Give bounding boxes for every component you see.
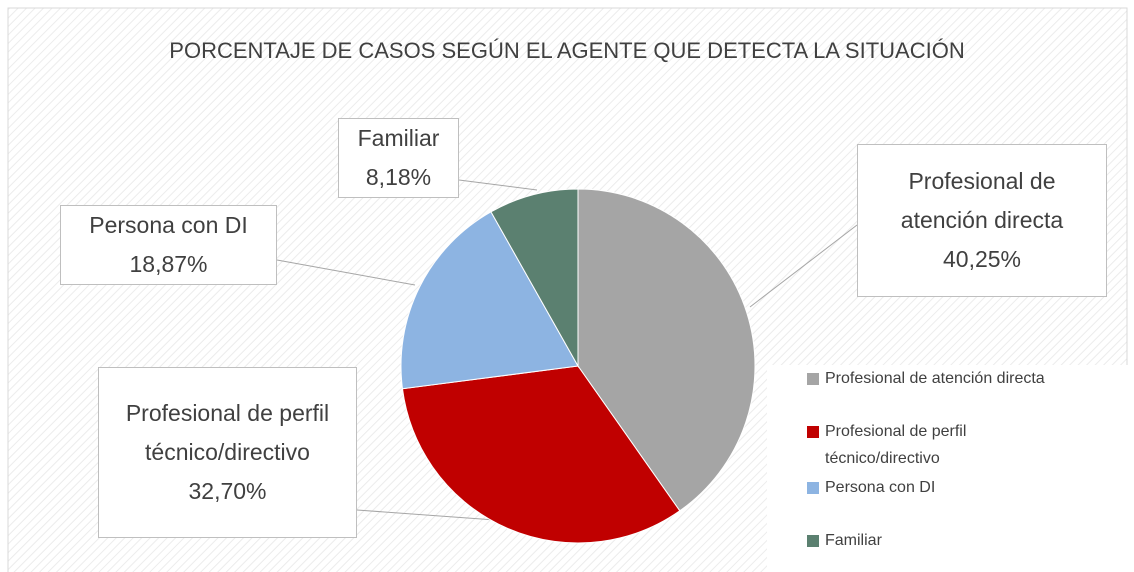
pie-slice (401, 365, 681, 544)
legend-entry: Familiar (807, 527, 1125, 554)
label-value: 40,25% (942, 246, 1021, 272)
legend-swatch (807, 535, 819, 547)
legend-swatch (807, 426, 819, 438)
label-category: Profesional de perfil técnico/directivo (125, 400, 330, 465)
legend-entry: Persona con DI (807, 474, 1125, 501)
label-category: Familiar (357, 125, 440, 151)
leader-line (458, 179, 538, 191)
legend-entry: Profesional de atención directa (807, 365, 1125, 392)
data-label: Profesional de perfil técnico/directivo 3… (98, 367, 357, 538)
data-label: Familiar 8,18% (338, 118, 459, 198)
pie-slice (400, 211, 579, 390)
legend-swatch (807, 373, 819, 385)
legend-label: Profesional de perfil técnico/directivo (825, 423, 967, 467)
leader-line (749, 224, 858, 308)
legend: Profesional de atención directa Profesio… (767, 365, 1134, 572)
data-label: Persona con DI 18,87% (60, 205, 277, 285)
legend-label: Profesional de atención directa (825, 370, 1045, 387)
legend-swatch (807, 482, 819, 494)
label-category: Persona con DI (89, 212, 248, 238)
data-label: Profesional de atención directa 40,25% (857, 144, 1107, 297)
pie-slice (577, 188, 756, 512)
pie (400, 188, 756, 544)
label-value: 18,87% (129, 251, 208, 277)
leader-line (356, 509, 496, 521)
leader-line (276, 259, 416, 286)
legend-label: Familiar (825, 532, 882, 549)
label-category: Profesional de atención directa (900, 168, 1064, 233)
label-value: 8,18% (365, 164, 432, 190)
legend-entry: Profesional de perfil técnico/directivo (807, 418, 1025, 472)
pie-slice (490, 188, 579, 368)
leader-lines (276, 179, 858, 521)
legend-label: Persona con DI (825, 479, 936, 496)
label-value: 32,70% (188, 478, 267, 504)
chart-title: PORCENTAJE DE CASOS SEGÚN EL AGENTE QUE … (169, 38, 964, 63)
